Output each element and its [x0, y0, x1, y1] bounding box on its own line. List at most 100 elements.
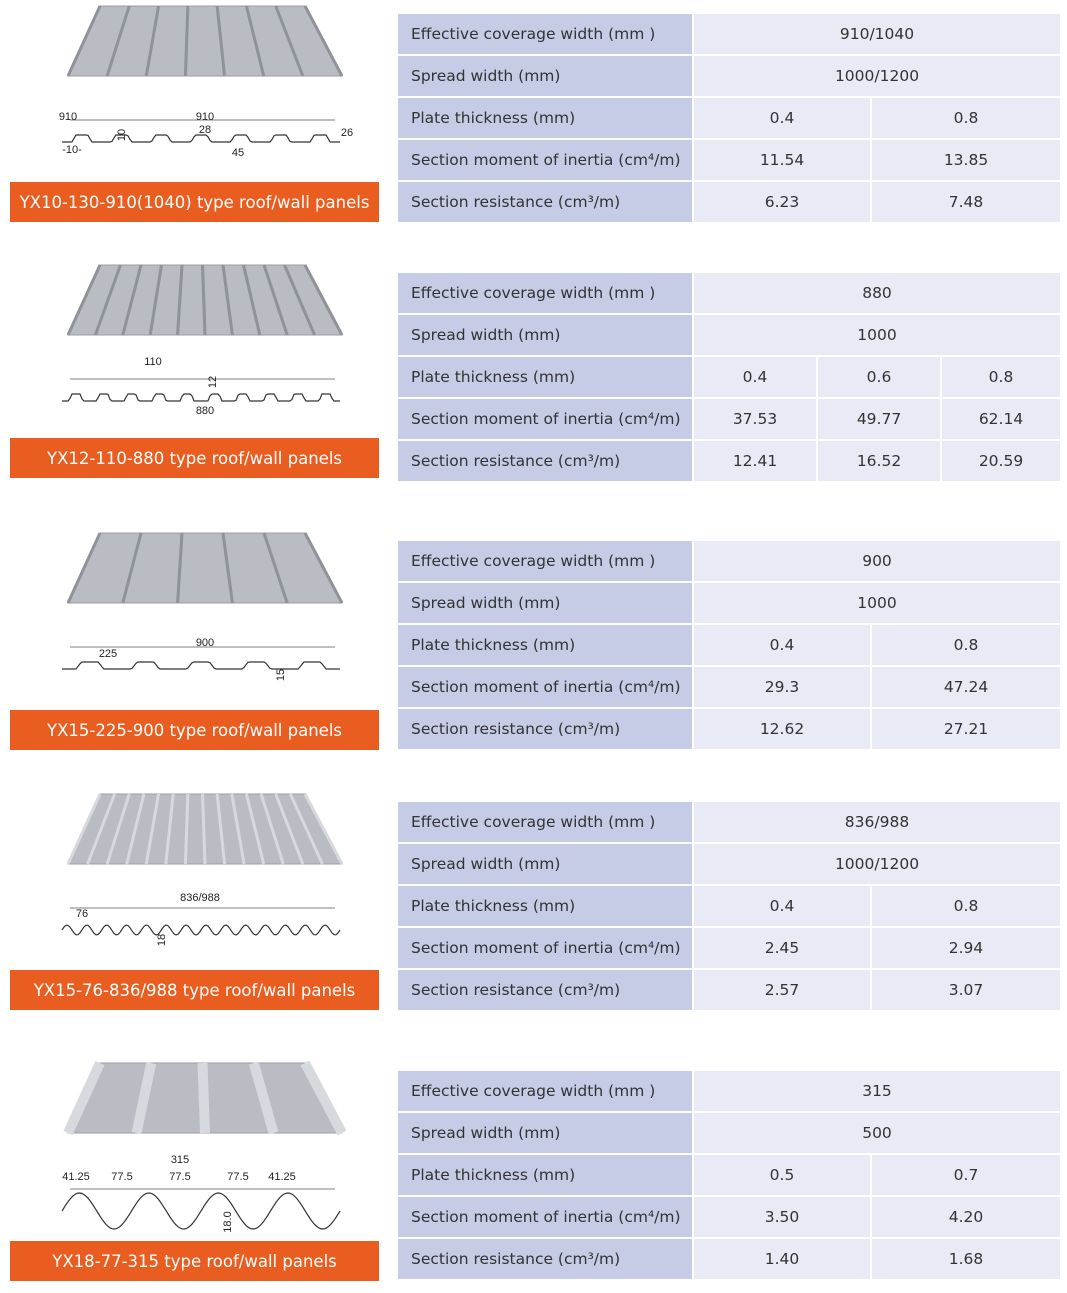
row-value: 29.3	[694, 667, 870, 707]
row-value: 2.94	[872, 928, 1060, 968]
row-label: Effective coverage width (mm )	[398, 541, 692, 581]
dimension-label: 41.25	[62, 1171, 90, 1183]
sheet-rib	[176, 264, 184, 336]
sheet-rib	[148, 264, 163, 336]
sheet-rib	[105, 5, 131, 77]
sheet-rib	[63, 1060, 105, 1136]
dimension-label: 41.25	[268, 1171, 296, 1183]
row-value: 0.8	[942, 357, 1060, 397]
profile-line	[62, 393, 340, 402]
row-label: Section moment of inertia (cm⁴/m)	[398, 140, 692, 180]
sheet-rib	[244, 5, 266, 77]
sheet-rib	[144, 793, 161, 865]
row-label: Effective coverage width (mm )	[398, 14, 692, 54]
row-value: 1000	[694, 583, 1060, 623]
row-label: Effective coverage width (mm )	[398, 1071, 692, 1111]
sheet-rib	[283, 264, 316, 336]
sheet-rib	[176, 532, 184, 604]
row-value: 6.23	[694, 182, 870, 222]
row-label: Spread width (mm)	[398, 56, 692, 96]
row-value: 0.4	[694, 357, 816, 397]
row-value: 0.7	[872, 1155, 1060, 1195]
row-value: 0.8	[872, 886, 1060, 926]
sheet-rib	[262, 264, 289, 336]
row-label: Spread width (mm)	[398, 583, 692, 623]
sheet-rib	[183, 793, 190, 865]
row-value: 0.5	[694, 1155, 870, 1195]
sheet-rib	[215, 793, 227, 865]
row-value: 47.24	[872, 667, 1060, 707]
dimension-label: 77.5	[227, 1171, 248, 1183]
panel-sheet	[66, 532, 344, 604]
row-label: Spread width (mm)	[398, 1113, 692, 1153]
row-value: 3.07	[872, 970, 1060, 1010]
row-value: 1000	[694, 315, 1060, 355]
dimension-label: 77.5	[169, 1171, 190, 1183]
sheet-rib	[201, 264, 207, 336]
row-value: 0.8	[872, 625, 1060, 665]
dimension-label: 900	[196, 637, 214, 649]
sheet-rib	[66, 532, 102, 604]
panel-caption: YX15-225-900 type roof/wall panels	[10, 710, 379, 750]
row-label: Spread width (mm)	[398, 844, 692, 884]
profile-line	[61, 924, 341, 936]
panel-sheet	[63, 1060, 347, 1136]
row-label: Section moment of inertia (cm⁴/m)	[398, 1197, 692, 1237]
row-value: 910/1040	[694, 14, 1060, 54]
dimension-label: -10-	[62, 144, 82, 156]
dimension-label: 10	[116, 129, 128, 141]
row-value: 0.4	[694, 886, 870, 926]
row-value: 836/988	[694, 802, 1060, 842]
panel-caption: YX10-130-910(1040) type roof/wall panels	[10, 182, 379, 222]
dimension-label: 110	[144, 356, 162, 368]
row-label: Effective coverage width (mm )	[398, 273, 692, 313]
row-value: 1.68	[872, 1239, 1060, 1279]
row-label: Plate thickness (mm)	[398, 98, 692, 138]
row-value: 2.57	[694, 970, 870, 1010]
row-value: 27.21	[872, 709, 1060, 749]
row-value: 0.4	[694, 625, 870, 665]
sheet-rib	[201, 793, 207, 865]
sheet-rib	[274, 5, 305, 77]
sheet-rib	[121, 532, 143, 604]
row-value: 500	[694, 1113, 1060, 1153]
panel-caption: YX18-77-315 type roof/wall panels	[10, 1241, 379, 1281]
dimension-label: 880	[196, 405, 214, 417]
row-value: 0.8	[872, 98, 1060, 138]
sheet-rib	[221, 532, 234, 604]
sheet-rib	[66, 264, 102, 336]
row-value: 37.53	[694, 399, 816, 439]
sheet-rib	[183, 5, 190, 77]
row-label: Spread width (mm)	[398, 315, 692, 355]
profile-line	[62, 661, 340, 670]
sheet-rib	[303, 793, 344, 865]
sheet-rib	[259, 793, 285, 865]
sheet-rib	[248, 1061, 279, 1135]
sheet-rib	[66, 793, 102, 865]
dimension-label: 77.5	[111, 1171, 132, 1183]
row-value: 16.52	[818, 441, 940, 481]
row-value: 62.14	[942, 399, 1060, 439]
row-value: 20.59	[942, 441, 1060, 481]
dimension-label: 45	[232, 147, 244, 159]
panel-sheet	[66, 5, 344, 77]
dimension-label: 15	[275, 669, 287, 681]
profile-line	[61, 1192, 341, 1230]
sheet-rib	[230, 793, 246, 865]
dimension-label: 315	[171, 1154, 189, 1166]
row-value: 315	[694, 1071, 1060, 1111]
row-value: 12.62	[694, 709, 870, 749]
row-value: 880	[694, 273, 1060, 313]
dimension-label: 910	[196, 111, 214, 123]
sheet-rib	[221, 264, 234, 336]
row-value: 2.45	[694, 928, 870, 968]
sheet-rib	[303, 5, 344, 77]
row-label: Plate thickness (mm)	[398, 357, 692, 397]
row-label: Section resistance (cm³/m)	[398, 1239, 692, 1279]
row-label: Section moment of inertia (cm⁴/m)	[398, 399, 692, 439]
sheet-rib	[215, 5, 227, 77]
row-value: 0.4	[694, 98, 870, 138]
panel-caption: YX12-110-880 type roof/wall panels	[10, 438, 379, 478]
row-value: 12.41	[694, 441, 816, 481]
